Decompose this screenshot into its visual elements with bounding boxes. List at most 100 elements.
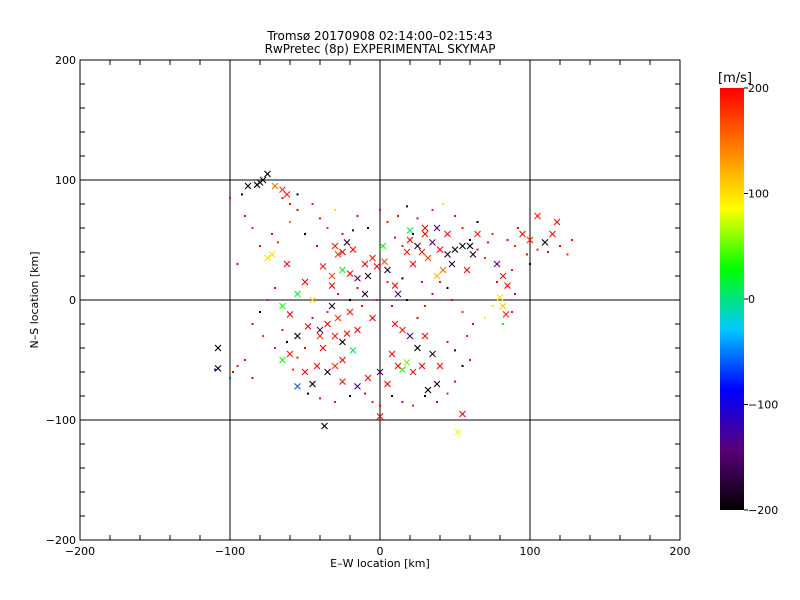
- scatter-point-x: [436, 246, 444, 253]
- scatter-point-dot: [236, 365, 239, 367]
- scatter-point-x: [553, 218, 561, 226]
- scatter-point-x: [451, 246, 459, 253]
- scatter-point-dot: [472, 323, 474, 325]
- scatter-point-dot: [416, 217, 419, 220]
- scatter-points: [214, 170, 573, 436]
- scatter-point-dot: [337, 293, 339, 295]
- chart-title: Tromsø 20170908 02:14:00–02:15:43: [266, 29, 492, 43]
- scatter-point-x: [279, 302, 286, 310]
- scatter-point-dot: [454, 380, 456, 383]
- scatter-point-dot: [506, 239, 509, 241]
- scatter-point-dot: [232, 371, 234, 373]
- scatter-point-x: [414, 344, 421, 352]
- scatter-point-x: [424, 254, 432, 262]
- scatter-point-dot: [446, 287, 449, 289]
- scatter-point-dot: [379, 209, 381, 211]
- scatter-point-x: [421, 224, 429, 232]
- x-axis-label: E–W location [km]: [330, 557, 430, 570]
- scatter-point-dot: [266, 299, 269, 301]
- scatter-point-dot: [401, 401, 404, 403]
- scatter-point-dot: [502, 323, 504, 325]
- x-tick-label: 200: [670, 545, 691, 558]
- scatter-point-dot: [439, 281, 441, 283]
- y-tick-label: −200: [46, 534, 76, 547]
- scatter-point-x: [448, 260, 456, 268]
- scatter-point-dot: [251, 323, 254, 325]
- scatter-point-x: [394, 362, 402, 370]
- scatter-point-dot: [436, 401, 438, 403]
- scatter-point-x: [369, 254, 376, 262]
- scatter-point-x: [406, 236, 414, 244]
- scatter-point-dot: [424, 305, 426, 307]
- scatter-point-x: [433, 380, 441, 388]
- scatter-point-x: [339, 248, 346, 256]
- scatter-point-dot: [511, 311, 513, 313]
- scatter-point-dot: [476, 221, 479, 223]
- scatter-point-dot: [461, 227, 464, 229]
- scatter-point-dot: [446, 392, 449, 395]
- scatter-point-x: [346, 308, 354, 316]
- y-axis: −200 −100 0 100 200: [46, 54, 680, 547]
- scatter-point-dot: [536, 248, 539, 251]
- scatter-point-x: [316, 332, 324, 340]
- scatter-point-x: [309, 380, 316, 388]
- scatter-point-dot: [401, 277, 404, 280]
- scatter-point-x: [339, 338, 346, 346]
- scatter-point-x: [403, 359, 411, 366]
- plot-area: −200 −100 0 100 200 −200 −100 0 100 200: [46, 54, 691, 558]
- scatter-point-x: [294, 290, 301, 298]
- scatter-point-dot: [364, 392, 366, 395]
- scatter-point-x: [271, 182, 279, 190]
- scatter-point-x: [373, 263, 381, 270]
- scatter-point-x: [328, 272, 336, 280]
- scatter-point-x: [379, 242, 387, 250]
- scatter-point-dot: [406, 205, 408, 208]
- scatter-point-dot: [547, 251, 549, 253]
- scatter-point-x: [541, 239, 549, 246]
- y-tick-label: 0: [69, 294, 76, 307]
- colorbar-tick-label: 200: [748, 82, 769, 95]
- scatter-point-dot: [304, 347, 306, 349]
- y-axis-label: N–S location [km]: [28, 251, 41, 348]
- scatter-point-dot: [292, 368, 294, 371]
- scatter-point-dot: [454, 215, 456, 217]
- scatter-point-x: [463, 266, 471, 274]
- scatter-point-dot: [259, 245, 261, 247]
- scatter-point-dot: [367, 227, 369, 229]
- colorbar-tick-label: −100: [748, 399, 778, 412]
- scatter-point-dot: [296, 209, 299, 211]
- scatter-point-x: [549, 230, 556, 238]
- scatter-point-x: [429, 350, 436, 358]
- scatter-point-x: [421, 230, 429, 238]
- x-tick-label: −100: [215, 545, 245, 558]
- scatter-point-dot: [514, 293, 516, 295]
- scatter-point-dot: [386, 281, 389, 283]
- scatter-point-x: [283, 260, 291, 268]
- y-tick-label: −100: [46, 414, 76, 427]
- scatter-point-dot: [484, 317, 486, 319]
- scatter-point-x: [526, 236, 534, 244]
- scatter-point-dot: [476, 248, 479, 251]
- scatter-point-dot: [376, 299, 378, 301]
- colorbar-tick-label: 0: [748, 293, 755, 306]
- scatter-point-x: [424, 386, 432, 394]
- scatter-point-dot: [391, 395, 393, 397]
- scatter-point-dot: [326, 227, 329, 229]
- scatter-point-x: [421, 332, 429, 340]
- scatter-point-dot: [397, 215, 399, 217]
- scatter-point-x: [399, 326, 406, 334]
- scatter-point-x: [391, 320, 399, 328]
- scatter-point-x: [504, 282, 511, 289]
- scatter-point-x: [399, 366, 406, 373]
- scatter-point-x: [349, 347, 357, 354]
- scatter-point-dot: [461, 311, 464, 313]
- scatter-point-x: [244, 182, 252, 190]
- scatter-point-x: [499, 272, 507, 280]
- x-tick-label: 100: [520, 545, 541, 558]
- scatter-point-x: [499, 302, 507, 310]
- scatter-point-dot: [356, 215, 359, 217]
- scatter-point-x: [369, 314, 376, 322]
- scatter-point-dot: [491, 233, 494, 235]
- scatter-point-x: [394, 290, 402, 298]
